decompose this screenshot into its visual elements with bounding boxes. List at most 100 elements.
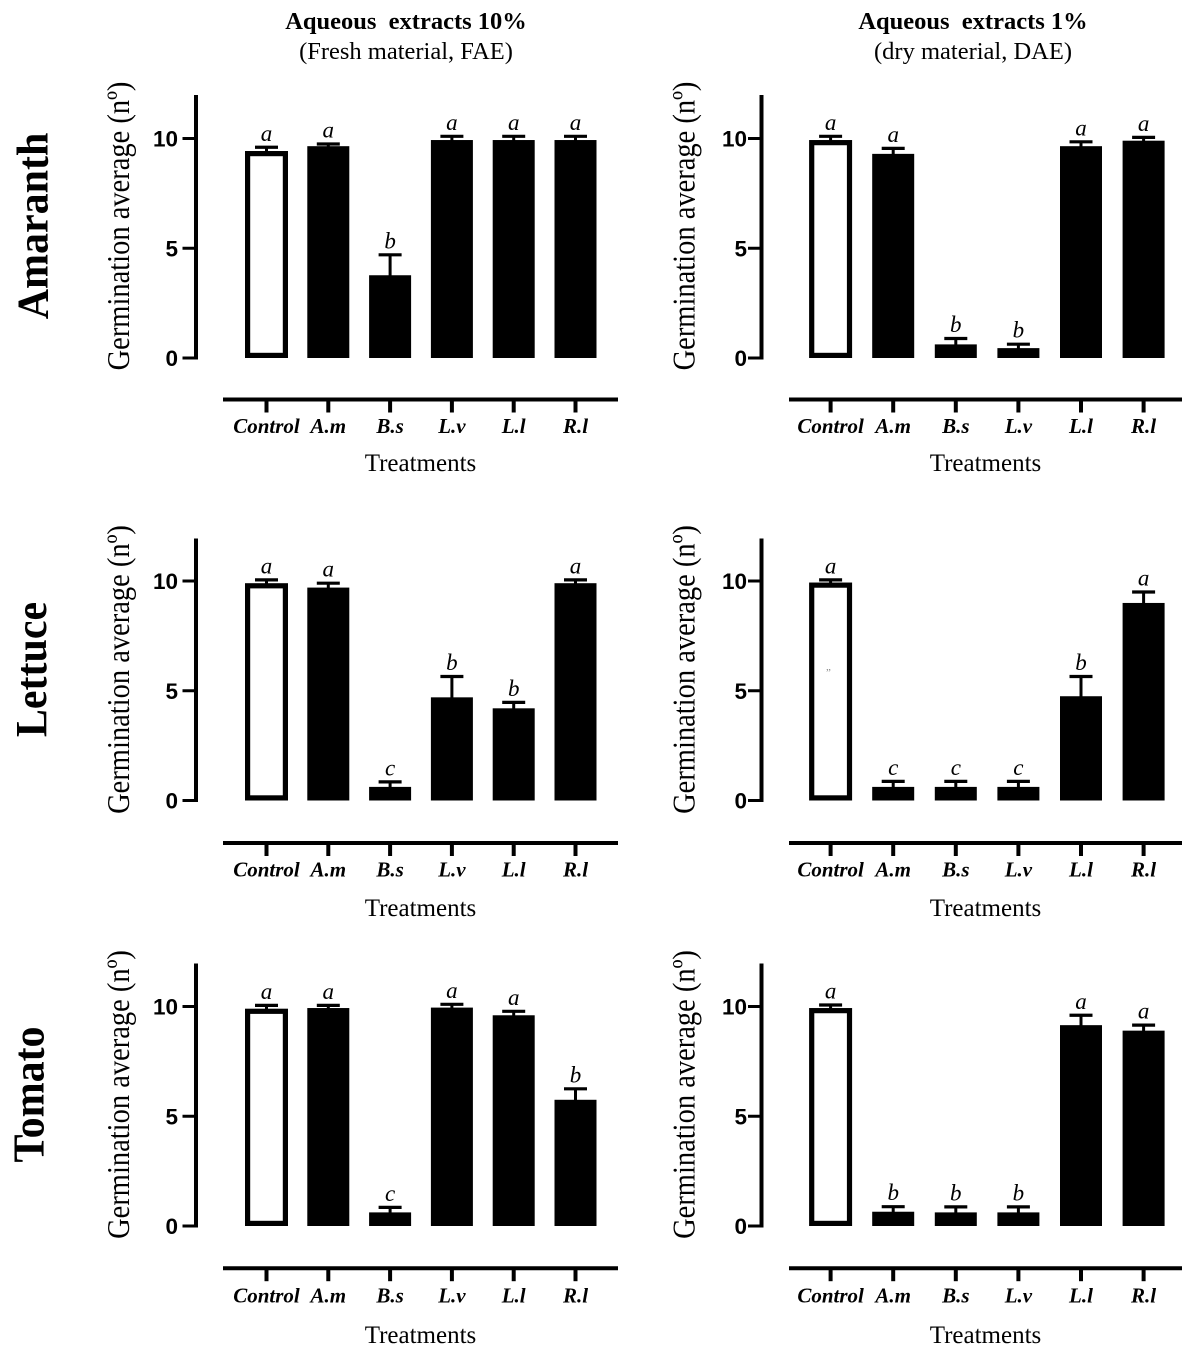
svg-text:L.v: L.v <box>437 414 466 438</box>
svg-text:L.l: L.l <box>501 1284 526 1308</box>
svg-text:b: b <box>950 1180 962 1205</box>
svg-text:”: ” <box>826 667 831 679</box>
svg-text:A.m: A.m <box>309 858 347 882</box>
svg-text:10: 10 <box>722 569 747 594</box>
svg-text:Aqueous extracts 1%: Aqueous extracts 1% <box>858 8 1087 35</box>
svg-text:B.s: B.s <box>941 858 969 882</box>
svg-text:(dry material, DAE): (dry material, DAE) <box>874 38 1072 65</box>
svg-text:a: a <box>570 110 582 135</box>
svg-text:L.v: L.v <box>437 858 466 882</box>
svg-text:R.l: R.l <box>562 414 588 438</box>
svg-text:b: b <box>384 228 396 253</box>
svg-text:L.v: L.v <box>1004 1284 1033 1308</box>
svg-text:a: a <box>508 110 520 135</box>
svg-text:Treatments: Treatments <box>930 1322 1042 1349</box>
svg-text:c: c <box>1013 755 1023 780</box>
svg-text:Tomato: Tomato <box>4 1026 53 1162</box>
svg-text:Control: Control <box>797 414 864 438</box>
svg-text:b: b <box>950 312 962 337</box>
svg-text:Germination average (nº): Germination average (nº) <box>100 525 136 814</box>
svg-text:R.l: R.l <box>1130 414 1156 438</box>
svg-text:0: 0 <box>165 346 178 371</box>
svg-text:10: 10 <box>153 569 178 594</box>
svg-text:Treatments: Treatments <box>365 1322 477 1349</box>
svg-text:5: 5 <box>734 236 747 261</box>
svg-text:Germination average (nº): Germination average (nº) <box>666 525 702 814</box>
svg-text:b: b <box>508 676 520 701</box>
svg-text:A.m: A.m <box>873 858 911 882</box>
svg-text:R.l: R.l <box>1130 1284 1156 1308</box>
svg-text:Germination average (nº): Germination average (nº) <box>666 82 702 371</box>
svg-text:B.s: B.s <box>941 1284 969 1308</box>
svg-text:a: a <box>261 121 273 146</box>
svg-text:Control: Control <box>233 1284 300 1308</box>
svg-text:c: c <box>951 755 961 780</box>
svg-text:10: 10 <box>153 127 178 152</box>
svg-text:A.m: A.m <box>309 1284 347 1308</box>
svg-text:c: c <box>888 755 898 780</box>
svg-text:L.v: L.v <box>1004 414 1033 438</box>
svg-text:B.s: B.s <box>375 1284 403 1308</box>
svg-text:a: a <box>323 117 335 142</box>
svg-text:Control: Control <box>797 858 864 882</box>
svg-text:b: b <box>887 1180 899 1205</box>
svg-text:5: 5 <box>165 236 178 261</box>
svg-text:5: 5 <box>165 1104 178 1129</box>
svg-text:R.l: R.l <box>562 1284 588 1308</box>
svg-text:10: 10 <box>153 995 178 1020</box>
svg-text:a: a <box>1138 999 1150 1024</box>
svg-text:R.l: R.l <box>562 858 588 882</box>
svg-text:0: 0 <box>734 789 747 814</box>
svg-text:b: b <box>570 1062 582 1087</box>
svg-text:Control: Control <box>233 858 300 882</box>
svg-text:0: 0 <box>734 346 747 371</box>
svg-text:L.l: L.l <box>1068 858 1093 882</box>
svg-text:L.l: L.l <box>501 858 526 882</box>
svg-text:Treatments: Treatments <box>365 895 477 922</box>
svg-text:10: 10 <box>722 127 747 152</box>
svg-text:B.s: B.s <box>375 858 403 882</box>
svg-text:a: a <box>323 979 335 1004</box>
svg-text:a: a <box>825 553 837 578</box>
svg-text:c: c <box>385 755 395 780</box>
svg-text:a: a <box>1138 565 1150 590</box>
svg-text:a: a <box>446 110 458 135</box>
svg-text:0: 0 <box>165 1214 178 1239</box>
svg-text:0: 0 <box>165 789 178 814</box>
svg-text:b: b <box>1013 318 1025 343</box>
svg-text:10: 10 <box>722 995 747 1020</box>
svg-text:a: a <box>446 978 458 1003</box>
svg-text:b: b <box>1075 650 1087 675</box>
svg-text:Germination average (nº): Germination average (nº) <box>100 82 136 371</box>
svg-text:a: a <box>323 557 335 582</box>
svg-text:Lettuce: Lettuce <box>7 602 56 737</box>
svg-text:A.m: A.m <box>873 1284 911 1308</box>
svg-text:b: b <box>446 650 458 675</box>
svg-text:a: a <box>1075 989 1087 1014</box>
svg-text:a: a <box>261 979 273 1004</box>
svg-text:c: c <box>385 1181 395 1206</box>
svg-text:0: 0 <box>734 1214 747 1239</box>
svg-text:5: 5 <box>165 679 178 704</box>
svg-text:a: a <box>825 978 837 1003</box>
svg-text:L.l: L.l <box>1068 414 1093 438</box>
svg-text:L.l: L.l <box>1068 1284 1093 1308</box>
svg-text:Aqueous extracts 10%: Aqueous extracts 10% <box>285 8 527 35</box>
svg-text:Control: Control <box>233 414 300 438</box>
svg-text:Germination average (nº): Germination average (nº) <box>100 950 136 1239</box>
svg-text:a: a <box>261 553 273 578</box>
svg-text:a: a <box>1075 115 1087 140</box>
svg-text:B.s: B.s <box>375 414 403 438</box>
svg-text:Treatments: Treatments <box>930 895 1042 922</box>
svg-text:L.v: L.v <box>1004 858 1033 882</box>
svg-text:A.m: A.m <box>873 414 911 438</box>
svg-text:a: a <box>1138 111 1150 136</box>
svg-text:Control: Control <box>797 1284 864 1308</box>
svg-text:5: 5 <box>734 1104 747 1129</box>
svg-text:Amaranth: Amaranth <box>8 133 57 320</box>
svg-text:Treatments: Treatments <box>365 450 477 477</box>
svg-text:A.m: A.m <box>309 414 347 438</box>
svg-text:B.s: B.s <box>941 414 969 438</box>
svg-text:R.l: R.l <box>1130 858 1156 882</box>
svg-text:Germination average (nº): Germination average (nº) <box>666 950 702 1239</box>
